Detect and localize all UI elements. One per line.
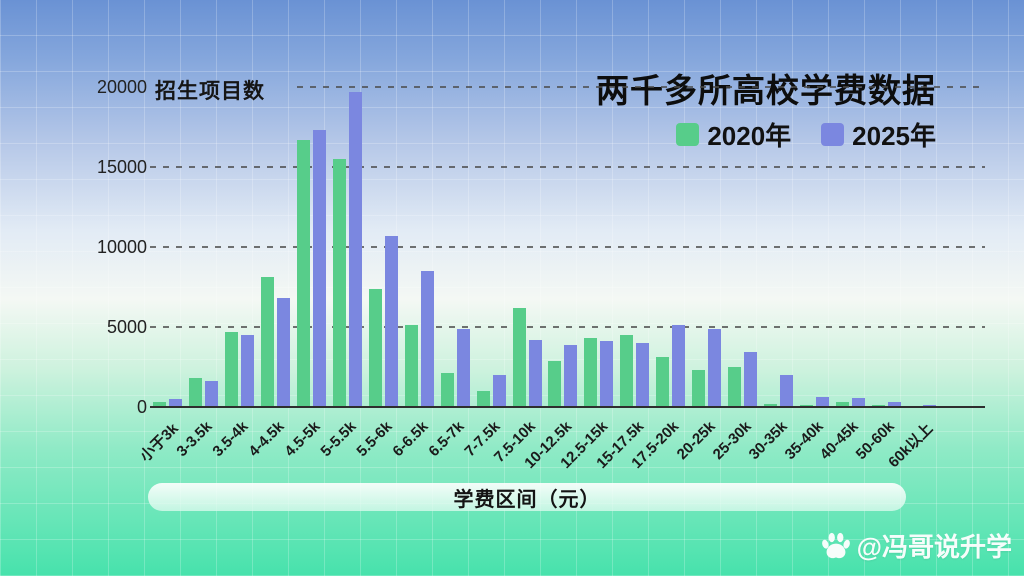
bar-2020年-7-7.5k: [476, 391, 490, 407]
bar-pair-25-30k: [727, 351, 757, 407]
bar-2025年-5.5-6k: [384, 235, 398, 407]
x-axis-title: 学费区间（元）: [453, 488, 601, 511]
bar-2020年-15-17.5k: [620, 335, 634, 407]
bar-pair-12.5-15k: [584, 338, 614, 407]
bar-2025年-7.5-10k: [528, 339, 542, 407]
bar-2020年-5.5-6k: [368, 288, 382, 407]
bar-pair-30-35k: [763, 375, 793, 407]
bar-pair-7.5-10k: [512, 307, 542, 407]
bar-2020年-4.5-5k: [297, 139, 311, 407]
gridline-15000: [150, 166, 985, 168]
bar-pair-7-7.5k: [476, 375, 506, 407]
bar-2025年-3.5-4k: [241, 335, 255, 407]
bar-2020年-5-5.5k: [332, 159, 346, 407]
bar-2025年-7-7.5k: [492, 375, 506, 407]
bar-pair-小于3k: [153, 399, 183, 407]
bar-2020年-20-25k: [692, 370, 706, 407]
bar-2025年-4.5-5k: [313, 130, 327, 407]
bar-pair-40-45k: [835, 398, 865, 407]
bar-2025年-40-45k: [851, 398, 865, 407]
y-axis-unit-label: 招生项目数: [155, 80, 265, 103]
legend-label-2025年: 2025年: [852, 121, 936, 151]
bar-2025年-12.5-15k: [600, 341, 614, 407]
bar-pair-3-3.5k: [189, 378, 219, 407]
legend: 2020年 2025年: [676, 116, 936, 153]
x-axis-tick-labels: 小于3k 3-3.5k 3.5-4k 4-4.5k 4.5-5k 5-5.5k 5.5-6k…: [137, 411, 940, 483]
y-axis-tick-labels: 0 5000 10000 15000 20000: [0, 77, 147, 427]
y-tick-0: 0: [136, 397, 147, 417]
chart-title: 两千多所高校学费数据: [596, 72, 936, 109]
y-tick-20000: 20000: [96, 77, 147, 97]
gridline-10000: [150, 246, 985, 248]
bar-2025年-15-17.5k: [636, 343, 650, 407]
x-axis-line: [150, 405, 985, 408]
bar-2025年-5-5.5k: [348, 91, 362, 407]
gridline-5000: [150, 326, 985, 328]
legend-item-2025年: 2025年: [821, 116, 936, 153]
bar-2025年-10-12.5k: [564, 344, 578, 407]
bar-2020年-40-45k: [835, 402, 849, 407]
bar-2020年-12.5-15k: [584, 338, 598, 407]
bar-pair-5-5.5k: [332, 91, 362, 407]
x-axis-title-pill: 学费区间（元）: [148, 483, 906, 511]
bar-2020年-小于3k: [153, 402, 167, 407]
bar-2020年-25-30k: [727, 367, 741, 407]
bar-2025年-35-40k: [815, 396, 829, 407]
bar-2025年-4-4.5k: [277, 298, 291, 407]
bar-pair-6.5-7k: [440, 328, 470, 407]
bar-2025年-20-25k: [708, 328, 722, 407]
plot-area: [150, 86, 985, 408]
bar-2020年-10-12.5k: [548, 360, 562, 407]
watermark-text: @冯哥说升学: [856, 532, 1012, 562]
bar-pair-4-4.5k: [261, 277, 291, 407]
y-tick-10000: 10000: [96, 237, 147, 257]
bar-pair-20-25k: [692, 328, 722, 407]
bar-2025年-50-60k: [887, 402, 901, 407]
bar-pair-10-12.5k: [548, 344, 578, 407]
bar-2025年-17.5-20k: [672, 325, 686, 407]
bar-2025年-小于3k: [169, 399, 183, 407]
legend-item-2020年: 2020年: [676, 116, 791, 153]
bar-pair-15-17.5k: [620, 335, 650, 407]
bar-2020年-17.5-20k: [656, 357, 670, 407]
bar-2025年-30-35k: [779, 375, 793, 407]
legend-label-2020年: 2020年: [707, 121, 792, 151]
y-tick-15000: 15000: [96, 157, 147, 177]
x-tick-slot: 60k以上: [885, 411, 936, 483]
bar-2020年-3-3.5k: [189, 378, 203, 407]
bar-pair-3.5-4k: [225, 331, 255, 407]
bar-pair-4.5-5k: [297, 130, 327, 407]
paw-icon: [821, 532, 850, 558]
y-tick-5000: 5000: [106, 317, 147, 337]
bar-pair-5.5-6k: [368, 235, 398, 407]
bar-pair-17.5-20k: [656, 325, 686, 407]
bar-2025年-25-30k: [743, 351, 757, 407]
bar-2020年-6-6.5k: [404, 325, 418, 407]
bar-series: [150, 87, 940, 407]
bar-2020年-4-4.5k: [261, 277, 275, 407]
bar-2020年-7.5-10k: [512, 307, 526, 407]
legend-swatch-2020年: [676, 123, 700, 146]
bar-2025年-6.5-7k: [456, 328, 470, 407]
bar-pair-6-6.5k: [404, 271, 434, 407]
watermark: @冯哥说升学: [821, 527, 1012, 564]
bar-2025年-3-3.5k: [205, 381, 219, 407]
bar-2020年-3.5-4k: [225, 331, 239, 407]
bar-2020年-30-35k: [763, 403, 777, 407]
bar-2020年-6.5-7k: [440, 373, 454, 407]
bar-2025年-6-6.5k: [420, 271, 434, 407]
legend-swatch-2025年: [821, 123, 845, 146]
gridline-20000: [297, 86, 985, 88]
